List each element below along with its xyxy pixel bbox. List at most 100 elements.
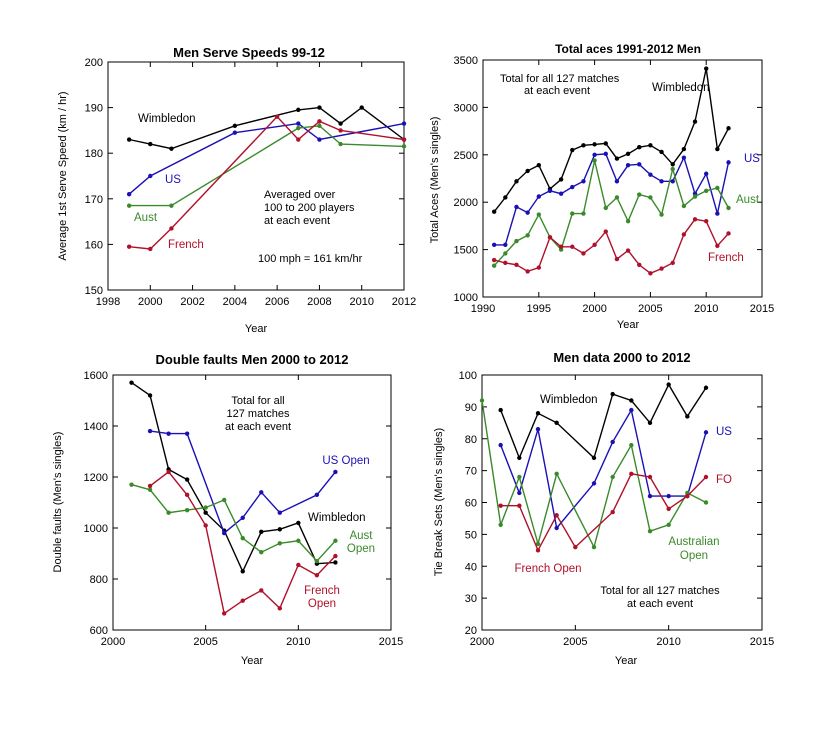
data-point-wimbledon — [277, 527, 282, 532]
data-point-french — [726, 231, 731, 236]
data-point-french-open — [498, 503, 503, 508]
x-tick-label: 2010 — [656, 636, 680, 648]
data-point-wimbledon — [647, 420, 653, 426]
data-point-wimbledon — [232, 123, 238, 129]
data-point-aust — [648, 195, 653, 200]
data-point-us — [625, 163, 631, 168]
data-point-french-open — [647, 474, 653, 480]
data-point-french — [296, 137, 301, 142]
y-tick-label: 200 — [85, 57, 103, 69]
chart-total-aces: Total aces 1991-2012 Men 1990 1995 2000 200… — [429, 42, 774, 331]
data-point-french-open — [535, 548, 541, 553]
data-point-wimbledon — [148, 141, 153, 147]
series-lines — [126, 105, 407, 252]
data-point-us-open — [277, 510, 282, 515]
data-point-aust-open — [296, 538, 301, 543]
series-label-french-open: French Open — [514, 563, 581, 575]
data-point-wimbledon — [333, 560, 338, 565]
series-line-wimbledon — [493, 68, 730, 213]
data-point-us — [514, 204, 519, 210]
data-point-wimbledon — [126, 137, 132, 142]
x-tick-label: 2002 — [180, 296, 204, 308]
data-point-aust — [614, 195, 620, 200]
data-point-aust — [491, 263, 497, 268]
data-point-french-open — [629, 471, 634, 477]
data-point-us-open — [147, 428, 153, 434]
data-point-australian-open — [647, 528, 653, 534]
series-label-french: French — [168, 239, 204, 251]
data-point-us-open — [166, 431, 171, 436]
data-point-us — [715, 211, 720, 216]
series-label-us-open: US Open — [322, 455, 369, 467]
series-label-us: US — [716, 426, 732, 438]
data-point-french — [648, 271, 653, 276]
x-tick-label: 1995 — [527, 303, 551, 315]
x-tick-label: 2015 — [750, 636, 774, 648]
y-tick-label: 40 — [465, 561, 477, 573]
data-point-wimbledon — [169, 146, 174, 151]
y-tick-label: 1600 — [84, 370, 108, 382]
data-point-aust — [126, 203, 132, 208]
data-point-aust-open — [240, 536, 245, 541]
data-point-us — [581, 179, 586, 184]
x-tick-label: 2004 — [223, 296, 247, 308]
annotation: Total for all 127 matches — [600, 585, 720, 597]
x-tick-label: 2005 — [193, 636, 217, 648]
data-point-us — [647, 493, 653, 499]
data-point-french — [338, 128, 343, 133]
data-point-us — [558, 191, 564, 196]
data-point-french — [169, 226, 174, 231]
data-point-us — [648, 172, 653, 177]
data-point-australian-open — [629, 442, 634, 448]
data-point-australian-open — [591, 544, 597, 550]
data-point-us — [401, 121, 407, 126]
data-point-aust-open — [314, 558, 320, 564]
x-tick-label: 2006 — [265, 296, 289, 308]
data-point-wimbledon — [535, 411, 541, 416]
data-point-french — [681, 232, 687, 237]
data-point-us — [232, 130, 238, 135]
y-tick-label: 20 — [465, 625, 477, 637]
data-point-french — [659, 266, 664, 271]
data-point-aust — [514, 238, 519, 244]
annotation: 100 mph = 161 km/hr — [258, 253, 363, 265]
series-line-wimbledon — [500, 383, 707, 460]
x-axis-label: Year — [615, 655, 638, 667]
annotation: Total for all — [231, 395, 284, 407]
data-point-wimbledon — [359, 105, 364, 110]
series-label-aust: Aust — [736, 194, 760, 206]
data-point-french-open — [147, 483, 153, 489]
data-point-aust — [525, 233, 530, 238]
series-label-us: US — [744, 153, 760, 165]
y-axis-label: Double faults (Men's singles) — [52, 432, 64, 573]
data-point-us-open — [240, 515, 245, 520]
series-label-australian-open-2: Open — [680, 550, 708, 562]
data-point-us — [703, 430, 709, 435]
plot-frame — [107, 61, 405, 291]
data-point-us — [517, 490, 522, 496]
data-point-australian-open — [535, 541, 541, 547]
data-point-french — [603, 229, 608, 234]
series-lines — [491, 66, 731, 276]
data-point-french-open — [203, 523, 208, 528]
data-point-aust-open — [166, 510, 171, 515]
y-tick-label: 600 — [90, 625, 108, 637]
data-point-us — [491, 242, 497, 248]
data-point-wimbledon — [570, 147, 575, 153]
annotation: 127 matches — [227, 408, 290, 420]
data-point-us — [591, 481, 597, 486]
y-tick-label: 100 — [459, 370, 477, 382]
data-point-french — [558, 244, 564, 249]
data-point-wimbledon — [581, 143, 586, 148]
y-tick-label: 2000 — [454, 197, 478, 209]
y-tick-label: 1500 — [454, 245, 478, 257]
data-point-french-open — [277, 606, 282, 611]
data-point-us — [536, 194, 541, 199]
data-point-australian-open — [703, 500, 709, 505]
data-point-aust — [637, 192, 642, 197]
data-point-australian-open — [666, 522, 671, 528]
data-point-us — [592, 152, 597, 157]
y-tick-label: 2500 — [454, 150, 478, 162]
y-tick-label: 1200 — [84, 472, 108, 484]
